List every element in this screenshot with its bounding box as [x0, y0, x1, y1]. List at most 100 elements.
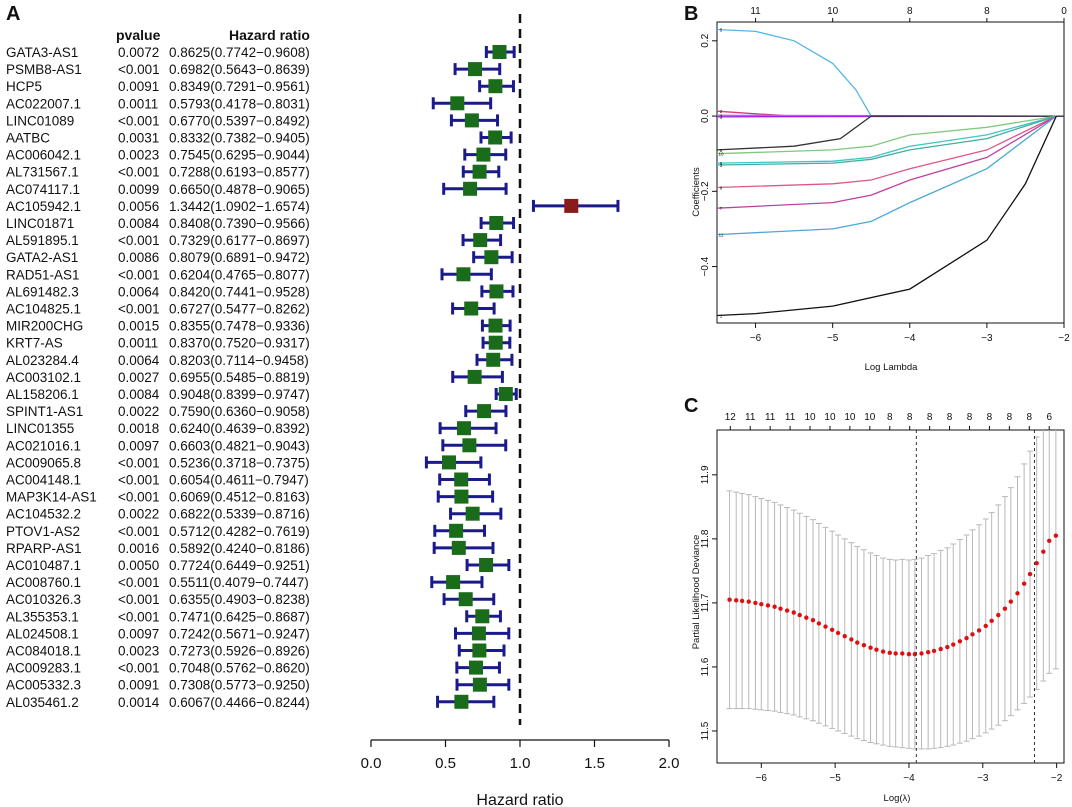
- hr-point: [465, 506, 480, 521]
- hr-point: [489, 216, 504, 230]
- hr-point: [451, 540, 466, 555]
- hr-point: [456, 267, 471, 282]
- forest-plot: pvalue Hazard ratio GATA3-AS1 0.0072 0.862…: [6, 14, 679, 807]
- gene-label: AC004148.1: [6, 473, 81, 488]
- hr-point: [472, 677, 487, 692]
- cv-x-label: Log(λ): [884, 793, 911, 804]
- coef-path-label: 7: [720, 206, 723, 211]
- hr-label: 0.7308(0.5773−0.9250): [169, 678, 310, 693]
- lasso-x-tick-label: −3: [981, 333, 993, 344]
- gene-label: GATA3-AS1: [6, 45, 78, 60]
- gene-label: AC105942.1: [6, 199, 81, 214]
- hr-label: 0.5793(0.4178−0.8031): [169, 96, 310, 111]
- coef-path: [716, 115, 1057, 166]
- coef-path: [716, 115, 1064, 151]
- cv-point: [906, 651, 912, 657]
- hr-label: 0.7288(0.6193−0.8577): [169, 165, 310, 180]
- pvalue-label: 0.0084: [118, 387, 160, 402]
- pvalue-label: <0.001: [118, 302, 160, 317]
- cv-top-tick-label: 8: [987, 412, 993, 423]
- gene-label: AC008760.1: [6, 575, 81, 590]
- gene-label: AC104532.2: [6, 507, 81, 522]
- gene-label: LINC01089: [6, 113, 74, 128]
- lasso-x-tick-label: −4: [904, 333, 916, 344]
- cv-point: [727, 597, 732, 602]
- pvalue-label: 0.0072: [118, 45, 159, 60]
- lasso-y-tick-label: 0.0: [700, 109, 711, 123]
- forest-tick-label: 2.0: [659, 755, 680, 772]
- hr-point: [446, 575, 461, 590]
- cv-point: [849, 637, 854, 642]
- pvalue-label: <0.001: [118, 165, 160, 180]
- hr-label: 0.8203(0.7114−0.9458): [169, 353, 309, 368]
- coef-path-label: 2: [720, 109, 723, 114]
- gene-label: AL691482.3: [6, 284, 79, 299]
- cv-frame: [716, 429, 1065, 764]
- cv-point: [810, 617, 816, 623]
- hr-label: 0.8079(0.6891−0.9472): [169, 250, 310, 265]
- pvalue-label: 0.0099: [118, 182, 159, 197]
- pvalue-label: 0.0015: [118, 319, 159, 334]
- cv-top-tick-label: 6: [1046, 412, 1052, 423]
- lasso-top-tick-label: 0: [1061, 6, 1067, 17]
- hr-point: [450, 96, 465, 111]
- lasso-y-tick-label: 0.2: [700, 33, 711, 47]
- lasso-y-label: Coefficients: [691, 167, 702, 217]
- forest-rows: GATA3-AS1 0.0072 0.8625(0.7742−0.9608) PSMB…: [6, 14, 620, 725]
- lasso-x-tick-label: −6: [750, 333, 762, 344]
- pvalue-label: 0.0064: [118, 353, 160, 368]
- cv-top-tick-label: 8: [927, 412, 933, 423]
- gene-label: AL035461.2: [6, 695, 79, 710]
- hr-point: [471, 626, 486, 641]
- hr-point: [467, 369, 482, 384]
- pvalue-label: <0.001: [118, 661, 160, 676]
- cv-point: [976, 628, 982, 633]
- panel-label-a: A: [6, 3, 20, 25]
- cv-point: [996, 612, 1001, 618]
- gene-label: AC005332.3: [6, 678, 81, 693]
- hr-point: [464, 113, 479, 128]
- gene-label: AL591895.1: [6, 233, 79, 248]
- cv-top-tick-label: 11: [785, 412, 796, 423]
- pvalue-label: 0.0097: [118, 626, 159, 641]
- lasso-top-tick-label: 8: [984, 6, 990, 17]
- hr-label: 0.6982(0.5643−0.8639): [169, 62, 310, 77]
- hr-label: 0.7048(0.5762−0.8620): [169, 661, 310, 676]
- cv-point: [957, 639, 963, 644]
- cv-point: [900, 651, 905, 656]
- lasso-y-tick-label: −0.4: [700, 256, 711, 276]
- coef-path-label: 6: [720, 161, 723, 166]
- panel-label-c: C: [684, 395, 698, 417]
- cv-y-label: Partial Likelihood Deviance: [691, 535, 702, 650]
- cv-top-tick-label: 12: [725, 412, 737, 423]
- pvalue-label: <0.001: [118, 267, 160, 282]
- hr-label: 0.7329(0.6177−0.8697): [169, 233, 310, 248]
- cv-point: [804, 615, 809, 620]
- gene-label: LINC01871: [6, 216, 74, 231]
- cv-top-tick-label: 8: [1007, 412, 1013, 423]
- hr-label: 0.6727(0.5477−0.8262): [169, 302, 310, 317]
- gene-label: AC010326.3: [6, 592, 81, 607]
- gene-label: AC003102.1: [6, 370, 81, 385]
- pvalue-label: 0.0097: [118, 438, 159, 453]
- cv-point: [951, 642, 956, 647]
- pvalue-label: 0.0016: [118, 541, 159, 556]
- coef-path-label: 10: [718, 152, 724, 157]
- hr-point: [463, 181, 478, 196]
- cv-top-tick-label: 8: [907, 412, 913, 423]
- gene-label: KRT7-AS: [6, 336, 63, 351]
- cv-point: [791, 610, 796, 615]
- hr-point: [454, 472, 469, 487]
- cv-point: [989, 618, 994, 624]
- cv-point: [739, 598, 745, 604]
- gene-label: AC084018.1: [6, 644, 81, 659]
- cv-point: [874, 647, 879, 652]
- cv-point: [784, 608, 790, 613]
- hr-point: [484, 250, 499, 265]
- hr-point: [464, 301, 479, 316]
- pvalue-label: 0.0064: [118, 284, 160, 299]
- cv-y-tick-label: 11.6: [700, 657, 711, 676]
- forest-x-label: Hazard ratio: [476, 792, 563, 807]
- cv-point: [842, 634, 847, 639]
- pvalue-label: <0.001: [118, 592, 160, 607]
